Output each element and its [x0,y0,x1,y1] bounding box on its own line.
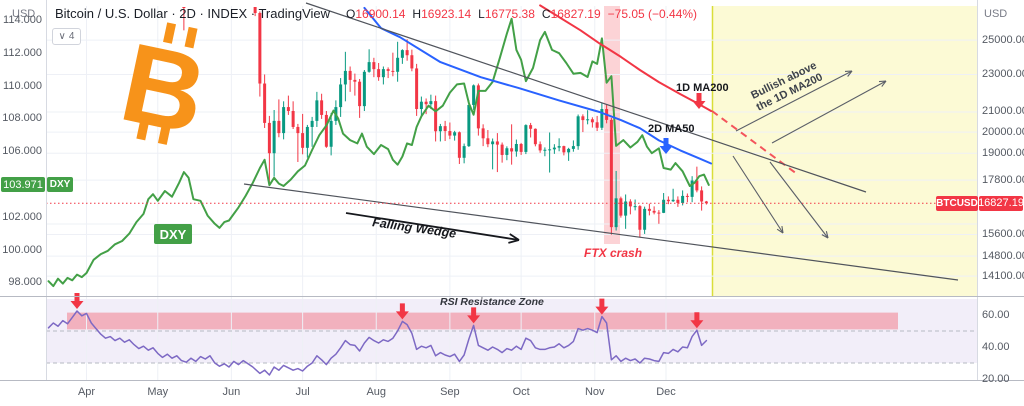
time-axis-label: Jun [222,386,241,398]
rsi-axis-tick: 20.00 [982,372,1010,385]
ohlc-low-label: L [478,6,485,21]
rsi-resistance-annotation[interactable]: RSI Resistance Zone [440,296,544,308]
right-axis-tick: 25000.00 [982,33,1024,46]
dxy-series-tag-badge: DXY [47,177,73,193]
indicator-count: 4 [68,31,75,42]
right-axis-tick: 15600.00 [982,227,1024,240]
time-axis-label: Jul [295,386,310,398]
rsi-axis-tick: 40.00 [982,340,1010,353]
ftx-crash-annotation[interactable]: FTX crash [584,246,643,260]
right-axis-tick: 14100.00 [982,269,1024,282]
legend-expand-button[interactable]: ∨ 4 [52,28,81,45]
marker-arrows[interactable] [70,93,706,329]
ohlc-close-value: 16827.19 [550,6,601,21]
projection-arrows[interactable] [732,70,887,239]
time-axis-label: Oct [512,386,530,398]
right-axis-tick: 14800.00 [982,249,1024,262]
right-axis-tick: 21000.00 [982,105,1024,118]
ohlc-close-label: C [541,6,551,21]
ma50-annotation[interactable]: 2D MA50 [648,123,695,135]
btcusd-symbol-badge: BTCUSD [936,195,978,211]
rsi-axis-tick: 60.00 [982,308,1010,321]
left-axis-tick: 112.000 [3,46,42,59]
right-axis-tick: 20000.00 [982,125,1024,138]
left-axis-tick: 100.000 [2,243,42,256]
ohlc-high-label: H [412,6,422,21]
ohlc-low-value: 16775.38 [484,6,535,21]
left-axis-tick: 106.000 [2,145,42,158]
right-axis-unit: USD [984,8,1008,20]
change-value: −75.05 (−0.44%) [607,6,698,21]
pane-borders [0,0,1024,381]
ohlc-open-value: 16900.14 [355,6,406,21]
time-axis-label: Nov [584,386,605,398]
chevron-down-icon: ∨ [58,31,66,42]
right-axis-tick: 19000.00 [982,146,1024,159]
left-axis-tick: 102.000 [2,210,42,223]
right-axis-tick: 17800.00 [982,173,1024,186]
candlestick-series[interactable] [182,7,708,238]
ohlc-open-label: O [346,6,356,21]
left-axis-tick: 108.000 [2,112,42,125]
left-axis-tick: 98.000 [8,276,42,289]
btcusd-current-price-badge: 16827.19 [978,195,1024,211]
ma200-annotation[interactable]: 1D MA200 [676,82,729,94]
ohlc-high-value: 16923.14 [421,6,472,21]
symbol-title[interactable]: Bitcoin / U.S. Dollar · 2D · INDEX · Tra… [55,6,331,21]
time-axis-label: May [147,386,169,398]
wedge-lines[interactable] [243,2,959,281]
left-axis-tick: 110.000 [3,79,42,92]
left-axis-tick: 114.000 [3,13,42,26]
dxy-current-value-badge: 103.971 [1,177,45,193]
right-axis-tick: 23000.00 [982,67,1024,80]
time-axis-label: Apr [77,386,96,398]
time-axis-label: Aug [366,386,387,398]
time-axis-label: Sep [440,386,460,398]
left-axis-unit: USD [12,8,36,20]
dxy-annotation-label[interactable]: DXY [154,224,192,244]
time-axis-label: Dec [656,386,676,398]
rsi-line[interactable] [47,310,708,376]
chart-legend[interactable]: Bitcoin / U.S. Dollar · 2D · INDEX · Tra… [55,6,704,21]
